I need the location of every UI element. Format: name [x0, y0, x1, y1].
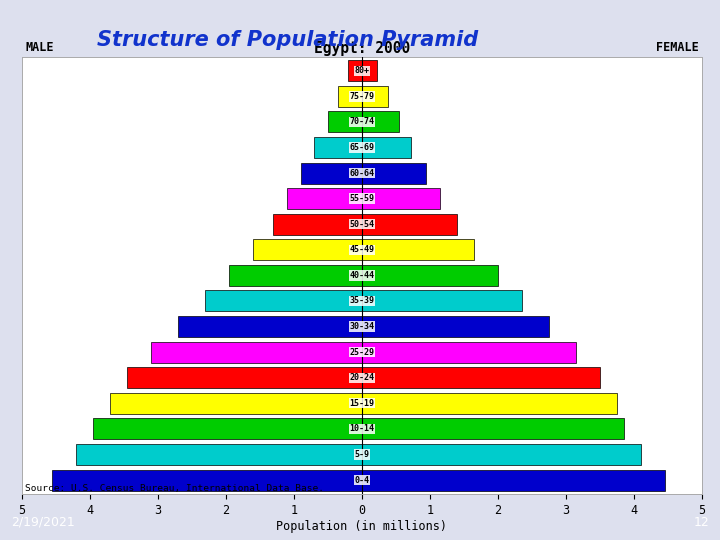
Text: FEMALE: FEMALE — [656, 41, 698, 54]
Text: 2/19/2021: 2/19/2021 — [11, 516, 75, 529]
Bar — [328, 111, 362, 132]
Bar — [362, 470, 665, 490]
Bar — [362, 214, 457, 235]
Text: 55-59: 55-59 — [349, 194, 374, 203]
Text: 60-64: 60-64 — [349, 168, 374, 178]
Text: 12: 12 — [693, 516, 709, 529]
Text: 0-4: 0-4 — [354, 476, 369, 484]
Bar — [362, 265, 498, 286]
Bar — [205, 291, 362, 312]
X-axis label: Population (in millions): Population (in millions) — [276, 519, 447, 532]
Bar — [362, 418, 624, 440]
Text: 75-79: 75-79 — [349, 92, 374, 101]
Text: MALE: MALE — [25, 41, 53, 54]
Bar — [362, 137, 411, 158]
Text: 5-9: 5-9 — [354, 450, 369, 459]
Bar — [76, 444, 362, 465]
Bar — [362, 367, 600, 388]
Text: Source: U.S. Census Bureau, International Data Base.: Source: U.S. Census Bureau, Internationa… — [25, 484, 324, 494]
Bar — [362, 163, 426, 184]
Bar — [362, 291, 522, 312]
Text: 15-19: 15-19 — [349, 399, 374, 408]
Bar — [362, 188, 440, 209]
Bar — [253, 239, 362, 260]
Bar — [362, 239, 474, 260]
Text: 35-39: 35-39 — [349, 296, 374, 306]
Text: 25-29: 25-29 — [349, 348, 374, 356]
Bar — [127, 367, 362, 388]
Text: 50-54: 50-54 — [349, 220, 374, 229]
Bar — [362, 111, 399, 132]
Text: 65-69: 65-69 — [349, 143, 374, 152]
Text: 70-74: 70-74 — [349, 117, 374, 126]
Bar — [362, 316, 549, 337]
Bar — [314, 137, 362, 158]
Text: 40-44: 40-44 — [349, 271, 374, 280]
Bar — [93, 418, 362, 440]
Text: 10-14: 10-14 — [349, 424, 374, 434]
Text: 80+: 80+ — [354, 66, 369, 75]
Bar — [362, 444, 641, 465]
Text: Structure of Population Pyramid: Structure of Population Pyramid — [97, 30, 479, 51]
Bar — [362, 60, 377, 81]
Bar — [53, 470, 362, 490]
Bar — [110, 393, 362, 414]
Text: 20-24: 20-24 — [349, 373, 374, 382]
Text: 45-49: 45-49 — [349, 245, 374, 254]
Bar — [229, 265, 362, 286]
Title: Egypt: 2000: Egypt: 2000 — [314, 40, 410, 56]
Bar — [178, 316, 362, 337]
Text: 30-34: 30-34 — [349, 322, 374, 331]
Bar — [362, 342, 576, 363]
Bar — [274, 214, 362, 235]
Bar — [362, 86, 387, 107]
Bar — [338, 86, 362, 107]
Bar — [300, 163, 362, 184]
Bar — [362, 393, 617, 414]
Bar — [348, 60, 362, 81]
Bar — [287, 188, 362, 209]
Bar — [151, 342, 362, 363]
